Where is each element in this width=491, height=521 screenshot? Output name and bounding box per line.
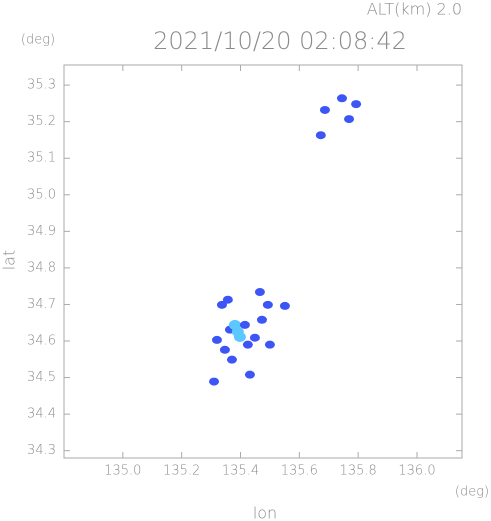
y-tick-label: 35.3 [27,78,56,93]
altitude-label: ALT(km) 2.0 [367,0,462,19]
x-tick-label: 135.6 [281,464,318,479]
y-tick-label: 35.1 [27,151,56,166]
y-axis-label: lat [0,250,19,271]
echo-cell [233,331,246,342]
y-tick-label: 34.6 [27,334,56,349]
echo-cell [244,370,255,379]
echo-cell [264,340,275,349]
y-tick-label: 34.4 [27,407,56,422]
y-tick-label: 34.7 [27,297,56,312]
echo-cell [344,115,355,124]
echo-cell [219,345,230,354]
echo-cell [249,333,260,342]
x-tick-label: 135.8 [340,464,377,479]
echo-cell [209,377,220,386]
x-unit: (deg) [455,485,489,500]
echo-cell [254,288,265,297]
y-tick-label: 34.5 [27,370,56,385]
y-tick-label: 34.3 [27,443,56,458]
echo-cell [319,105,330,114]
echo-cell [242,340,253,349]
plot-frame [63,64,463,459]
x-axis-label: lon [253,504,277,521]
y-tick-label: 34.8 [27,260,56,275]
y-tick-label: 35.0 [27,187,56,202]
x-tick-label: 136.0 [398,464,435,479]
echo-cell [336,94,347,103]
echo-cell [279,301,290,310]
chart-title: 2021/10/20 02:08:42 [153,27,407,55]
y-tick-label: 34.9 [27,224,56,239]
echo-cell [211,335,222,344]
echo-cell [315,131,326,140]
echo-cell [351,100,362,109]
echo-cell [239,320,250,329]
y-unit: (deg) [21,33,55,48]
y-tick-label: 35.2 [27,114,56,129]
echo-cell [262,300,273,309]
echo-cell [256,315,267,324]
x-tick-label: 135.4 [222,464,259,479]
x-tick-label: 135.0 [104,464,141,479]
echo-cell [216,300,227,309]
echo-cell [226,355,237,364]
x-tick-label: 135.2 [163,464,200,479]
echo-cell [222,295,233,304]
